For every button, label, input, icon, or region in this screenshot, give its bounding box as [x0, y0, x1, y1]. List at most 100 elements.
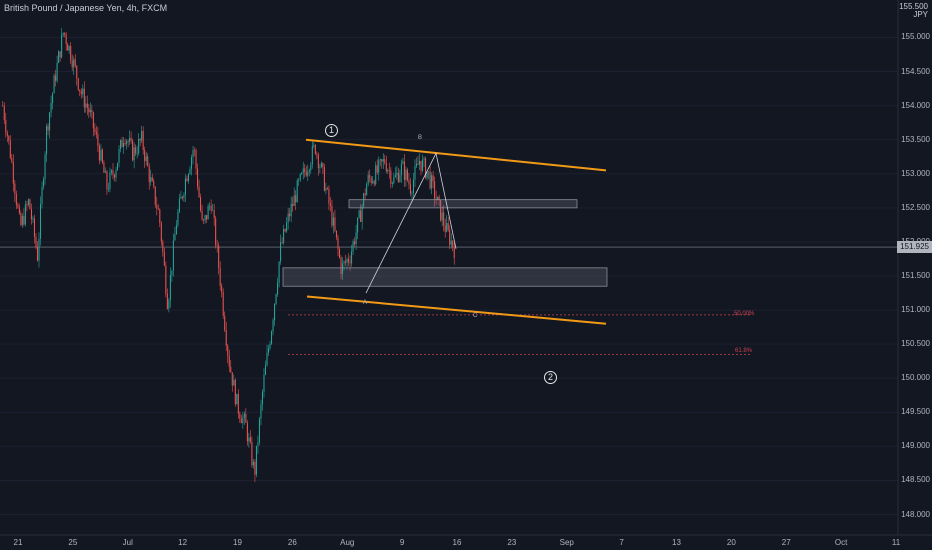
- candle-body: [106, 171, 108, 190]
- candle-body: [163, 251, 165, 266]
- candle-body: [376, 165, 378, 173]
- candle-body: [187, 174, 190, 182]
- candle-body: [132, 140, 134, 161]
- candle-body: [154, 186, 156, 205]
- candle-body: [94, 128, 96, 133]
- candle-body: [6, 132, 8, 136]
- candle-body: [402, 161, 404, 164]
- candle-body: [162, 241, 164, 252]
- candle-body: [275, 294, 277, 304]
- candle-body: [447, 222, 449, 230]
- candle-body: [71, 60, 73, 68]
- candle-body: [258, 418, 260, 443]
- candle-body: [148, 166, 150, 183]
- candle-body: [145, 156, 147, 162]
- x-tick-label: Oct: [834, 538, 848, 547]
- candle-body: [257, 442, 259, 446]
- candle-body: [178, 198, 180, 212]
- candle-body: [375, 165, 377, 185]
- candle-body: [355, 232, 357, 245]
- candle-body: [341, 263, 344, 274]
- candle-body: [101, 149, 103, 163]
- candle-body: [204, 215, 206, 221]
- candle-body: [422, 159, 424, 171]
- y-tick-label: 152.500: [901, 202, 930, 212]
- candle-body: [206, 215, 208, 220]
- candle-body: [197, 168, 199, 187]
- point-b-label: B: [418, 135, 423, 141]
- candle-body: [344, 261, 347, 263]
- candle-body: [23, 215, 25, 225]
- candle-body: [201, 210, 203, 220]
- x-tick-label: 21: [13, 538, 23, 547]
- lower-trendline[interactable]: [306, 295, 607, 325]
- candle-body: [325, 187, 327, 191]
- candle-body: [212, 210, 214, 211]
- candle-body: [120, 140, 122, 150]
- candle-body: [225, 330, 227, 346]
- candle-body: [408, 180, 410, 185]
- candle-body: [382, 159, 384, 162]
- candle-body: [228, 355, 230, 367]
- candle-body: [307, 171, 309, 176]
- candle-body: [440, 199, 442, 221]
- candle-body: [409, 184, 411, 194]
- candle-body: [198, 186, 200, 198]
- candle-body: [431, 175, 433, 189]
- candle-body: [133, 147, 135, 161]
- candle-body: [267, 348, 270, 353]
- abc-wave-path[interactable]: [365, 152, 457, 294]
- candle-body: [190, 157, 193, 169]
- candle-body: [420, 160, 422, 171]
- candle-body: [9, 140, 11, 159]
- currency-badge[interactable]: 155.500 JPY: [899, 3, 928, 19]
- upper-trendline[interactable]: [305, 138, 607, 172]
- candle-body: [150, 177, 152, 183]
- candle-body: [417, 163, 419, 165]
- candle-body: [332, 217, 334, 226]
- candle-body: [213, 210, 215, 219]
- candle-body: [98, 146, 100, 161]
- y-tick-label: 154.000: [901, 100, 930, 110]
- candle-body: [59, 51, 61, 58]
- candle-body: [186, 178, 188, 182]
- candle-body: [302, 168, 304, 173]
- x-tick-label: 13: [672, 538, 681, 547]
- candle-body: [385, 163, 387, 172]
- candle-body: [124, 142, 126, 144]
- candle-body: [231, 372, 233, 386]
- y-tick-label: 150.000: [901, 373, 930, 383]
- x-tick-label: 26: [287, 538, 297, 547]
- candle-body: [429, 171, 431, 189]
- candle-body: [33, 218, 35, 237]
- candle-body: [329, 203, 331, 206]
- candle-body: [156, 204, 158, 209]
- x-tick-label: 12: [178, 538, 188, 547]
- candle-body: [216, 245, 218, 246]
- drawings: [282, 138, 752, 355]
- candle-body: [14, 183, 16, 195]
- candle-body: [298, 180, 300, 181]
- y-tick-label: 153.500: [901, 134, 930, 144]
- resistance-zone[interactable]: [348, 199, 578, 209]
- candle-body: [65, 34, 67, 45]
- candle-body: [169, 275, 171, 301]
- candle-body: [346, 259, 348, 263]
- candle-body: [215, 218, 217, 246]
- candle-body: [36, 247, 39, 261]
- x-tick-label: 23: [507, 538, 517, 547]
- candle-body: [193, 150, 196, 151]
- candle-body: [115, 170, 117, 178]
- candle-body: [295, 195, 297, 203]
- candle-body: [313, 145, 315, 146]
- candle-body: [361, 206, 363, 222]
- candle-body: [121, 140, 123, 148]
- support-zone[interactable]: [282, 267, 608, 287]
- y-tick-label: 149.500: [901, 407, 930, 417]
- candle-body: [391, 182, 393, 184]
- candle-body: [337, 237, 339, 250]
- candle-body: [83, 88, 85, 108]
- point-c-label: C: [473, 313, 478, 319]
- candle-body: [165, 265, 167, 294]
